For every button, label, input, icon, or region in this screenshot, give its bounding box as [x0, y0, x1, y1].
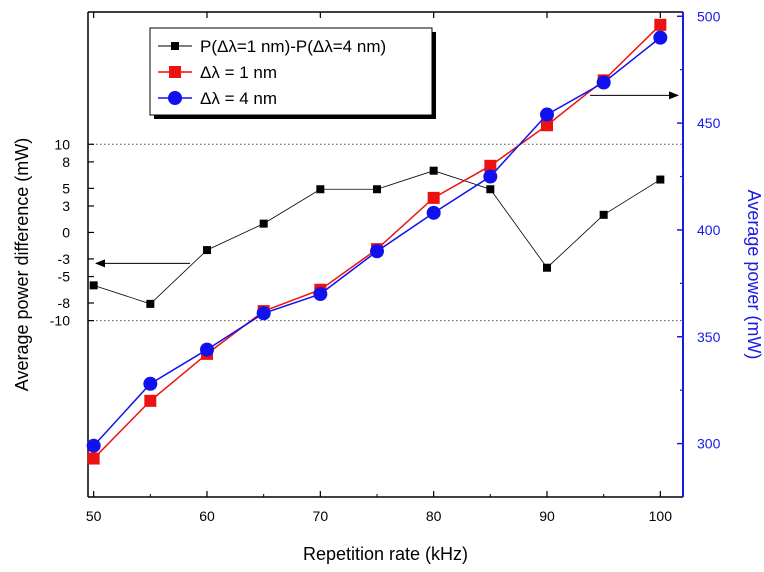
data-point — [259, 219, 268, 228]
x-tick-label: 100 — [649, 508, 673, 524]
left-y-tick-label: -10 — [50, 313, 70, 329]
right-y-tick-label: 300 — [697, 436, 721, 452]
tick-layer: 50 60 70 80 90 100 10 8 5 3 0 -3 -5 -8 -10 300 350 400 450… — [50, 8, 721, 524]
left-y-tick-label: 8 — [62, 154, 70, 170]
data-point — [370, 244, 384, 259]
data-point — [256, 306, 271, 321]
data-point — [653, 30, 668, 45]
data-point — [203, 246, 211, 255]
data-point — [541, 119, 553, 132]
data-point — [429, 166, 438, 175]
data-point — [654, 18, 667, 31]
legend: P(Δλ=1 nm)-P(Δλ=4 nm) Δλ = 1 nm Δλ = 4 nm — [149, 27, 436, 119]
left-y-tick-label: 0 — [62, 224, 70, 240]
left-y-tick-label: 5 — [62, 180, 70, 196]
data-point — [426, 205, 441, 220]
legend-marker — [171, 42, 179, 50]
data-point — [599, 210, 608, 219]
x-tick-label: 70 — [313, 508, 329, 524]
data-point — [316, 185, 325, 194]
data-point — [146, 299, 155, 308]
data-point — [86, 438, 101, 453]
plot-frame — [87, 11, 684, 498]
left-y-tick-label: -3 — [58, 251, 71, 267]
legend-label: Δλ = 1 nm — [200, 63, 277, 82]
right-y-tick-label: 450 — [697, 115, 721, 131]
data-point — [87, 452, 100, 465]
arrow-annotations — [95, 91, 679, 268]
series-layer — [86, 18, 668, 465]
data-point — [656, 175, 665, 184]
data-point — [200, 342, 214, 357]
data-point — [540, 107, 554, 122]
x-tick-label: 80 — [426, 508, 442, 524]
legend-marker — [169, 66, 181, 78]
legend-label: Δλ = 4 nm — [200, 89, 277, 108]
x-tick-label: 90 — [539, 508, 555, 524]
reference-lines — [88, 143, 683, 322]
data-point — [483, 169, 498, 184]
data-point — [486, 185, 495, 194]
left-y-tick-label: -8 — [58, 295, 71, 311]
data-point — [313, 287, 328, 302]
data-point — [427, 191, 440, 204]
right-y-tick-label: 400 — [697, 222, 721, 238]
data-point — [543, 263, 551, 272]
legend-label: P(Δλ=1 nm)-P(Δλ=4 nm) — [200, 37, 386, 56]
x-tick-label: 50 — [86, 508, 102, 524]
data-point — [596, 75, 611, 90]
left-y-tick-label: 3 — [62, 198, 70, 214]
x-tick-label: 60 — [199, 508, 215, 524]
left-y-tick-label: 10 — [54, 136, 70, 152]
legend-box — [149, 27, 433, 116]
legend-marker — [168, 91, 182, 105]
data-point — [373, 185, 381, 194]
x-axis-title: Repetition rate (kHz) — [303, 544, 468, 564]
right-y-tick-label: 500 — [697, 8, 721, 24]
right-y-axis-title: Average power (mW) — [744, 190, 764, 360]
right-y-tick-label: 350 — [697, 329, 721, 345]
data-point — [144, 394, 157, 407]
data-point — [143, 376, 158, 391]
left-y-tick-label: -5 — [58, 269, 71, 285]
data-point — [484, 159, 497, 172]
left-y-axis-title: Average power difference (mW) — [12, 138, 32, 391]
data-point — [89, 281, 98, 290]
